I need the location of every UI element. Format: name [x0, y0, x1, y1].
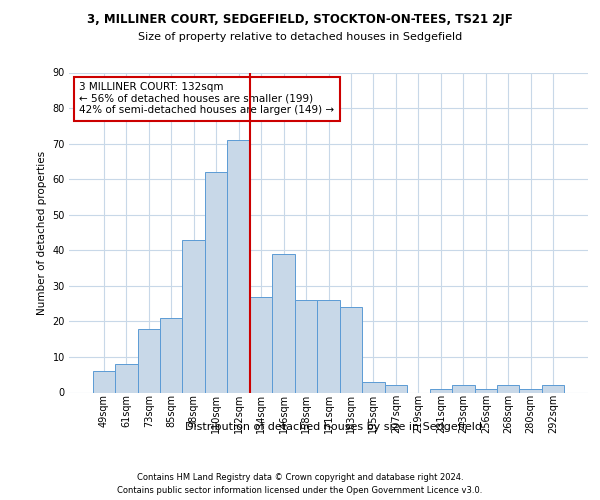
Bar: [475, 389, 497, 392]
Bar: [317, 300, 340, 392]
Y-axis label: Number of detached properties: Number of detached properties: [37, 150, 47, 314]
Bar: [92, 371, 115, 392]
Bar: [452, 386, 475, 392]
Bar: [497, 386, 520, 392]
Bar: [362, 382, 385, 392]
Text: 3, MILLINER COURT, SEDGEFIELD, STOCKTON-ON-TEES, TS21 2JF: 3, MILLINER COURT, SEDGEFIELD, STOCKTON-…: [87, 12, 513, 26]
Text: Size of property relative to detached houses in Sedgefield: Size of property relative to detached ho…: [138, 32, 462, 42]
Text: Contains public sector information licensed under the Open Government Licence v3: Contains public sector information licen…: [118, 486, 482, 495]
Bar: [137, 328, 160, 392]
Bar: [182, 240, 205, 392]
Bar: [340, 307, 362, 392]
Bar: [295, 300, 317, 392]
Text: Contains HM Land Registry data © Crown copyright and database right 2024.: Contains HM Land Registry data © Crown c…: [137, 472, 463, 482]
Bar: [385, 386, 407, 392]
Bar: [430, 389, 452, 392]
Bar: [272, 254, 295, 392]
Bar: [115, 364, 137, 392]
Bar: [205, 172, 227, 392]
Text: 3 MILLINER COURT: 132sqm
← 56% of detached houses are smaller (199)
42% of semi-: 3 MILLINER COURT: 132sqm ← 56% of detach…: [79, 82, 335, 116]
Bar: [227, 140, 250, 392]
Bar: [250, 296, 272, 392]
Text: Distribution of detached houses by size in Sedgefield: Distribution of detached houses by size …: [185, 422, 482, 432]
Bar: [160, 318, 182, 392]
Bar: [542, 386, 565, 392]
Bar: [520, 389, 542, 392]
